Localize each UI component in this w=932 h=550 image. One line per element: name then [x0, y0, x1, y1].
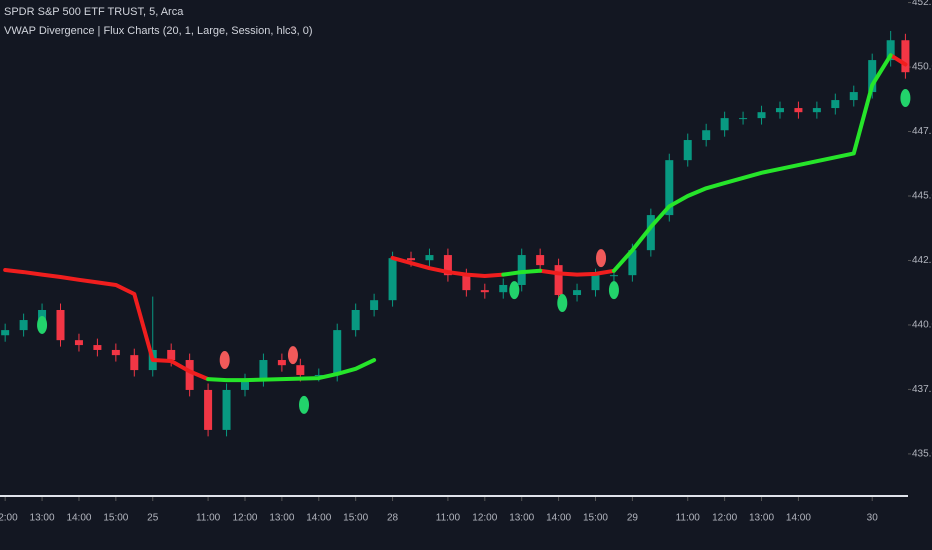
candle-body [591, 275, 600, 291]
x-tick-label: 15:00 [103, 513, 128, 524]
x-tick-label: 30 [867, 513, 879, 524]
x-tick-label: 11:00 [676, 513, 701, 524]
candle-body [665, 160, 674, 216]
candle-body [38, 309, 47, 321]
vwap-line [206, 53, 893, 383]
y-tick-label: 445.00 [912, 191, 932, 202]
signal-marker [219, 351, 230, 370]
x-tick-label: 12:00 [0, 513, 18, 524]
candle-body [425, 255, 434, 261]
candle-body [333, 330, 342, 375]
x-tick-label: 14:00 [786, 513, 811, 524]
candle-body [462, 275, 471, 291]
y-tick-label: 450.00 [912, 62, 932, 73]
candle-body [868, 60, 877, 93]
candle-body [314, 374, 323, 376]
y-tick-label: 447.50 [912, 126, 932, 137]
vwap-line [3, 53, 908, 382]
candle-body [573, 290, 582, 296]
candle-body [536, 255, 545, 266]
x-tick-label: 13:00 [269, 513, 294, 524]
signal-marker [37, 315, 48, 334]
candle-body [296, 365, 305, 375]
candle-body [167, 349, 176, 361]
candle-body [351, 309, 360, 331]
candle-body [628, 250, 637, 276]
x-tick-label: 14:00 [66, 513, 91, 524]
signal-marker [557, 294, 568, 313]
signal-marker [299, 395, 310, 414]
x-tick-label: 25 [147, 513, 159, 524]
candle-body [185, 360, 194, 390]
x-tick-label: 13:00 [509, 513, 534, 524]
candle-body [407, 258, 416, 261]
candle-body [480, 290, 489, 293]
y-tick-label: 452.50 [912, 0, 932, 8]
x-tick-label: 14:00 [546, 513, 571, 524]
candle-body [19, 320, 28, 331]
x-tick-label: 12:00 [712, 513, 737, 524]
signal-marker [509, 281, 520, 300]
candle-body [554, 265, 563, 296]
candle-body [609, 275, 618, 277]
candle-body [1, 330, 10, 336]
x-tick-label: 28 [387, 513, 399, 524]
candle-body [277, 360, 286, 366]
candle-body [370, 300, 379, 310]
x-tick-label: 12:00 [232, 513, 257, 524]
x-tick-label: 12:00 [472, 513, 497, 524]
chart-title: SPDR S&P 500 ETF TRUST, 5, Arca [4, 6, 184, 18]
candle-body [794, 108, 803, 113]
candle-body [812, 108, 821, 113]
x-tick-label: 11:00 [436, 513, 461, 524]
candle-body [775, 108, 784, 113]
y-tick-label: 442.50 [912, 255, 932, 266]
signal-marker [608, 281, 619, 300]
candle-body [886, 40, 895, 61]
candle-body [831, 100, 840, 109]
signal-marker [596, 249, 607, 268]
x-tick-label: 15:00 [583, 513, 608, 524]
candle-body [259, 360, 268, 381]
candle-body [646, 215, 655, 251]
candle-body [499, 284, 508, 293]
x-tick-label: 15:00 [343, 513, 368, 524]
candle-body [111, 349, 120, 356]
x-tick-label: 13:00 [30, 513, 55, 524]
x-tick-label: 13:00 [749, 513, 774, 524]
candle-body [517, 255, 526, 285]
candle-body [56, 309, 65, 341]
x-tick-label: 14:00 [306, 513, 331, 524]
candle-body [443, 255, 452, 276]
y-tick-label: 437.50 [912, 384, 932, 395]
candle-body [240, 380, 249, 390]
candle-body [93, 345, 102, 350]
y-tick-label: 440.00 [912, 320, 932, 331]
candle-body [849, 92, 858, 101]
signal-marker [900, 89, 911, 107]
candle-body [204, 389, 213, 430]
signal-marker [287, 346, 298, 365]
y-tick-label: 435.00 [912, 449, 932, 460]
candle-body [74, 340, 83, 346]
x-tick-label: 11:00 [196, 513, 221, 524]
indicator-label: VWAP Divergence | Flux Charts (20, 1, La… [4, 25, 313, 37]
candle-body [388, 258, 397, 301]
candle-body [720, 118, 729, 131]
candle-body [130, 355, 139, 371]
candle-body [739, 118, 748, 120]
candle-body [683, 140, 692, 161]
candle-body [222, 389, 231, 430]
candle-body [901, 40, 910, 73]
candle-body [702, 130, 711, 141]
x-tick-label: 29 [627, 513, 639, 524]
candle-body [757, 112, 766, 119]
